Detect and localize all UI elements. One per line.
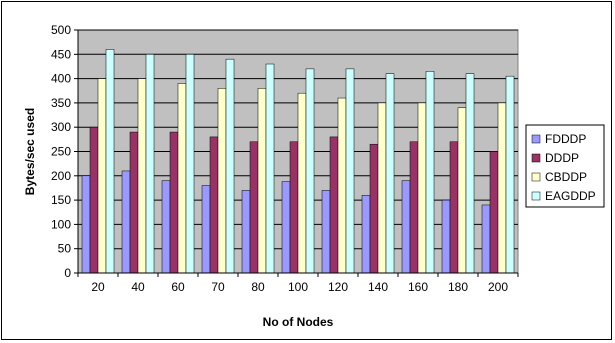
bar-cbddp-60 — [177, 83, 187, 274]
bar-fdddp-60 — [161, 180, 171, 274]
bar-dddp-100 — [289, 141, 299, 274]
x-tick-label: 70 — [211, 280, 225, 294]
bar-fdddp-140 — [361, 194, 371, 274]
bar-dddp-80 — [249, 141, 259, 274]
bar-eagddp-200 — [505, 75, 515, 274]
bar-cbddp-100 — [297, 92, 307, 274]
legend-swatch-cbddp — [531, 172, 541, 182]
y-tick-label: 100 — [51, 217, 71, 231]
bar-fdddp-20 — [81, 175, 91, 274]
bar-cbddp-40 — [137, 78, 147, 274]
y-tick-label: 200 — [51, 169, 71, 183]
x-tick-label: 100 — [288, 280, 308, 294]
bar-cbddp-20 — [97, 78, 107, 274]
bars — [81, 49, 515, 274]
bar-cbddp-140 — [377, 102, 387, 274]
bar-fdddp-160 — [401, 180, 411, 274]
x-axis-title: No of Nodes — [263, 315, 334, 329]
x-tick-label: 180 — [448, 280, 468, 294]
legend-swatch-eagddp — [531, 191, 541, 201]
legend-label-cbddp: CBDDP — [545, 170, 587, 184]
bar-eagddp-70 — [225, 58, 235, 274]
bar-dddp-160 — [409, 141, 419, 274]
y-tick-label: 50 — [58, 242, 72, 256]
bar-fdddp-70 — [201, 185, 211, 274]
y-tick-label: 450 — [51, 47, 71, 61]
bar-dddp-200 — [489, 151, 499, 274]
bar-dddp-180 — [449, 141, 459, 274]
bar-eagddp-100 — [305, 68, 315, 274]
bar-eagddp-140 — [385, 73, 395, 274]
bar-cbddp-160 — [417, 102, 427, 274]
bar-fdddp-120 — [321, 190, 331, 274]
bar-eagddp-20 — [105, 49, 115, 274]
bar-dddp-70 — [209, 136, 219, 274]
bar-dddp-20 — [89, 126, 99, 274]
x-tick-label: 200 — [488, 280, 508, 294]
bar-fdddp-100 — [281, 181, 291, 274]
bar-cbddp-200 — [497, 102, 507, 274]
bar-eagddp-60 — [185, 54, 195, 274]
legend-label-fdddp: FDDDP — [545, 132, 586, 146]
bar-cbddp-70 — [217, 88, 227, 274]
x-tick-label: 80 — [251, 280, 265, 294]
x-tick-label: 60 — [171, 280, 185, 294]
y-tick-label: 500 — [51, 23, 71, 37]
legend-swatch-dddp — [531, 153, 541, 163]
y-tick-label: 350 — [51, 96, 71, 110]
bar-cbddp-180 — [457, 107, 467, 274]
bar-eagddp-180 — [465, 73, 475, 274]
y-tick-label: 300 — [51, 120, 71, 134]
bar-eagddp-40 — [145, 54, 155, 274]
plot-area — [77, 29, 519, 274]
y-tick-label: 400 — [51, 72, 71, 86]
x-tick-label: 160 — [408, 280, 428, 294]
bar-dddp-40 — [129, 131, 139, 274]
x-tick-label: 40 — [131, 280, 145, 294]
bar-dddp-120 — [329, 136, 339, 274]
bar-fdddp-80 — [241, 190, 251, 274]
legend-swatch-fdddp — [531, 134, 541, 144]
bar-cbddp-80 — [257, 88, 267, 274]
bar-fdddp-40 — [121, 170, 131, 274]
y-tick-label: 150 — [51, 193, 71, 207]
bar-eagddp-160 — [425, 71, 435, 274]
legend-label-dddp: DDDP — [545, 151, 579, 165]
bar-eagddp-120 — [345, 68, 355, 274]
bar-dddp-140 — [369, 143, 379, 274]
x-tick-label: 120 — [328, 280, 348, 294]
bar-eagddp-80 — [265, 63, 275, 274]
bar-dddp-60 — [169, 131, 179, 274]
y-tick-label: 250 — [51, 145, 71, 159]
bar-fdddp-200 — [481, 204, 491, 274]
axes: 0 50 100 150 200 250 300 350 400 450 500 20 40 60 70 80… — [51, 23, 519, 294]
bar-fdddp-180 — [441, 199, 451, 274]
legend: FDDDP DDDP CBDDP EAGDDP — [525, 124, 605, 208]
y-tick-label: 0 — [64, 266, 71, 280]
y-axis-title: Bytes/sec used — [23, 108, 37, 195]
bar-cbddp-120 — [337, 97, 347, 274]
x-tick-label: 20 — [91, 280, 105, 294]
legend-label-eagddp: EAGDDP — [545, 189, 596, 203]
x-tick-label: 140 — [368, 280, 388, 294]
